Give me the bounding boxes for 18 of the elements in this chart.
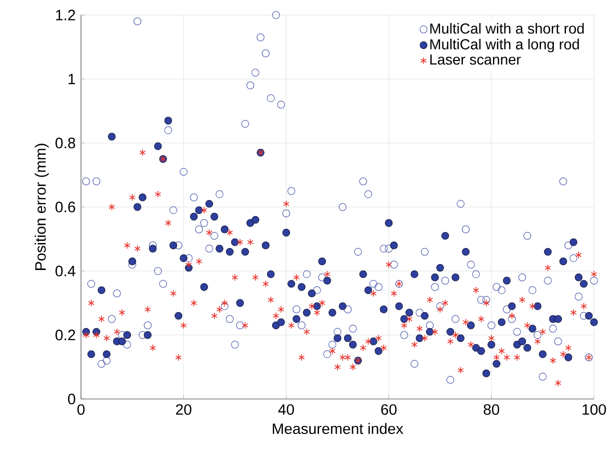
y-tick-label: 1 xyxy=(68,74,76,84)
y-tick-label: 0.4 xyxy=(56,266,76,276)
y-axis-title: Position error (mm) xyxy=(34,144,49,270)
x-tick-label: 40 xyxy=(278,404,294,415)
x-tick-label: 100 xyxy=(582,404,606,415)
y-tick-label: 0.8 xyxy=(56,138,76,148)
y-tick-label: 0.6 xyxy=(56,202,76,212)
y-tick-label: 0.2 xyxy=(56,330,76,340)
y-tick-label: 0 xyxy=(68,394,76,404)
legend-label: Laser scanner xyxy=(430,54,521,65)
legend-label: MultiCal with a short rod xyxy=(430,23,584,34)
x-tick-label: 20 xyxy=(176,404,192,415)
x-tick-label: 80 xyxy=(484,404,500,415)
x-tick-label: 0 xyxy=(77,404,85,415)
legend-label: MultiCal with a long rod xyxy=(430,38,579,52)
y-tick-label: 1.2 xyxy=(56,10,76,20)
x-tick-label: 60 xyxy=(381,404,397,415)
x-axis-title: Measurement index xyxy=(272,423,404,434)
